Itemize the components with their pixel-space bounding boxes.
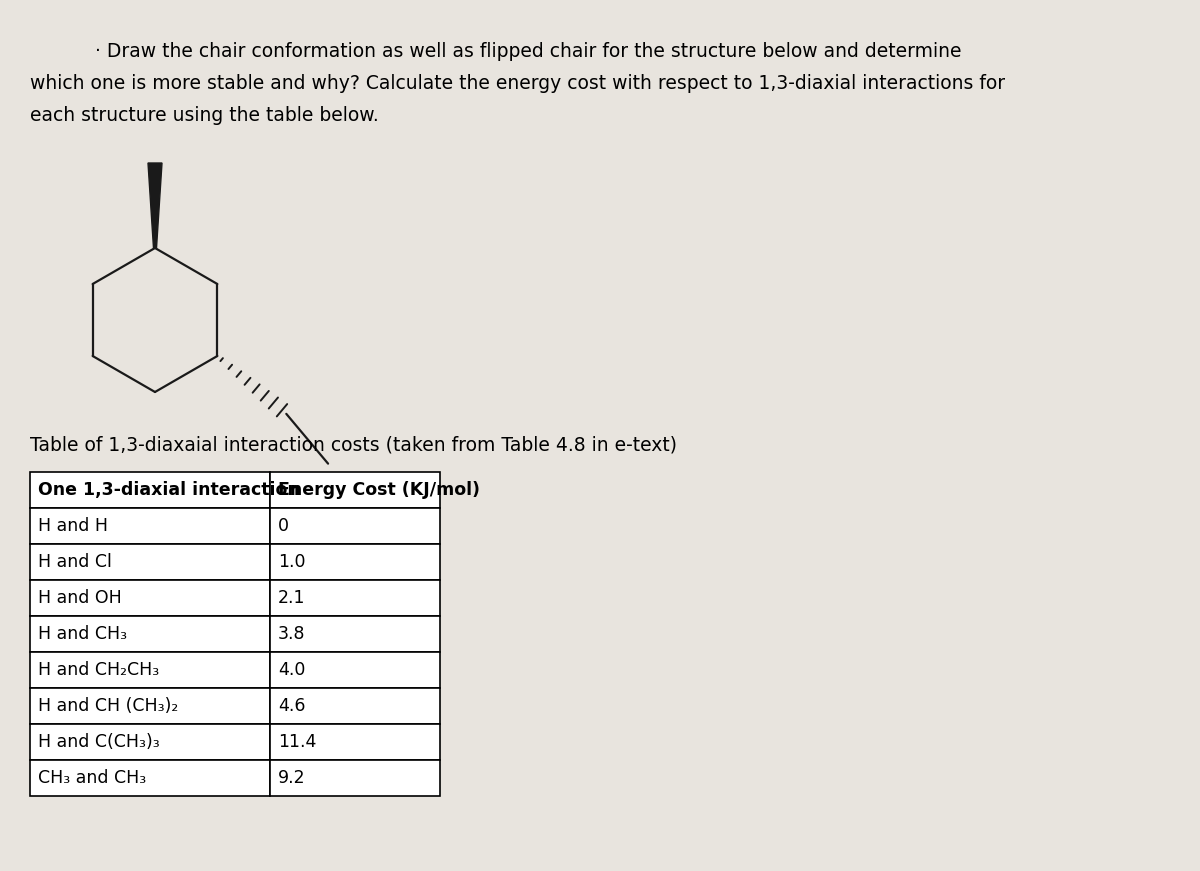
Text: 4.0: 4.0: [278, 661, 305, 679]
Bar: [270, 652, 440, 688]
Bar: [270, 580, 440, 616]
Text: 3.8: 3.8: [278, 625, 306, 643]
Text: H and CH₂CH₃: H and CH₂CH₃: [38, 661, 160, 679]
Bar: [270, 760, 440, 796]
Polygon shape: [148, 163, 162, 248]
Text: each structure using the table below.: each structure using the table below.: [30, 106, 379, 125]
Text: Energy Cost (KJ/mol): Energy Cost (KJ/mol): [278, 481, 480, 499]
Text: CH₃ and CH₃: CH₃ and CH₃: [38, 769, 146, 787]
Bar: [30, 652, 270, 688]
Bar: [30, 688, 270, 724]
Text: H and C(CH₃)₃: H and C(CH₃)₃: [38, 733, 160, 751]
Text: Table of 1,3-diaxaial interaction costs (taken from Table 4.8 in e-text): Table of 1,3-diaxaial interaction costs …: [30, 435, 677, 454]
Text: 9.2: 9.2: [278, 769, 306, 787]
Text: H and CH₃: H and CH₃: [38, 625, 127, 643]
Text: 1.0: 1.0: [278, 553, 306, 571]
Bar: [30, 508, 270, 544]
Bar: [30, 760, 270, 796]
Text: H and Cl: H and Cl: [38, 553, 112, 571]
Text: 11.4: 11.4: [278, 733, 317, 751]
Bar: [270, 724, 440, 760]
Bar: [270, 616, 440, 652]
Bar: [30, 616, 270, 652]
Bar: [270, 508, 440, 544]
Bar: [30, 472, 270, 508]
Bar: [270, 544, 440, 580]
Text: 2.1: 2.1: [278, 589, 306, 607]
Text: One 1,3-diaxial interaction: One 1,3-diaxial interaction: [38, 481, 300, 499]
Text: H and H: H and H: [38, 517, 108, 535]
Bar: [30, 724, 270, 760]
Bar: [30, 580, 270, 616]
Text: H and OH: H and OH: [38, 589, 121, 607]
Text: H and CH (CH₃)₂: H and CH (CH₃)₂: [38, 697, 179, 715]
Bar: [30, 544, 270, 580]
Bar: [270, 472, 440, 508]
Text: · Draw the chair conformation as well as flipped chair for the structure below a: · Draw the chair conformation as well as…: [95, 42, 961, 61]
Bar: [270, 688, 440, 724]
Text: 0: 0: [278, 517, 289, 535]
Text: 4.6: 4.6: [278, 697, 306, 715]
Text: which one is more stable and why? Calculate the energy cost with respect to 1,3-: which one is more stable and why? Calcul…: [30, 74, 1006, 93]
